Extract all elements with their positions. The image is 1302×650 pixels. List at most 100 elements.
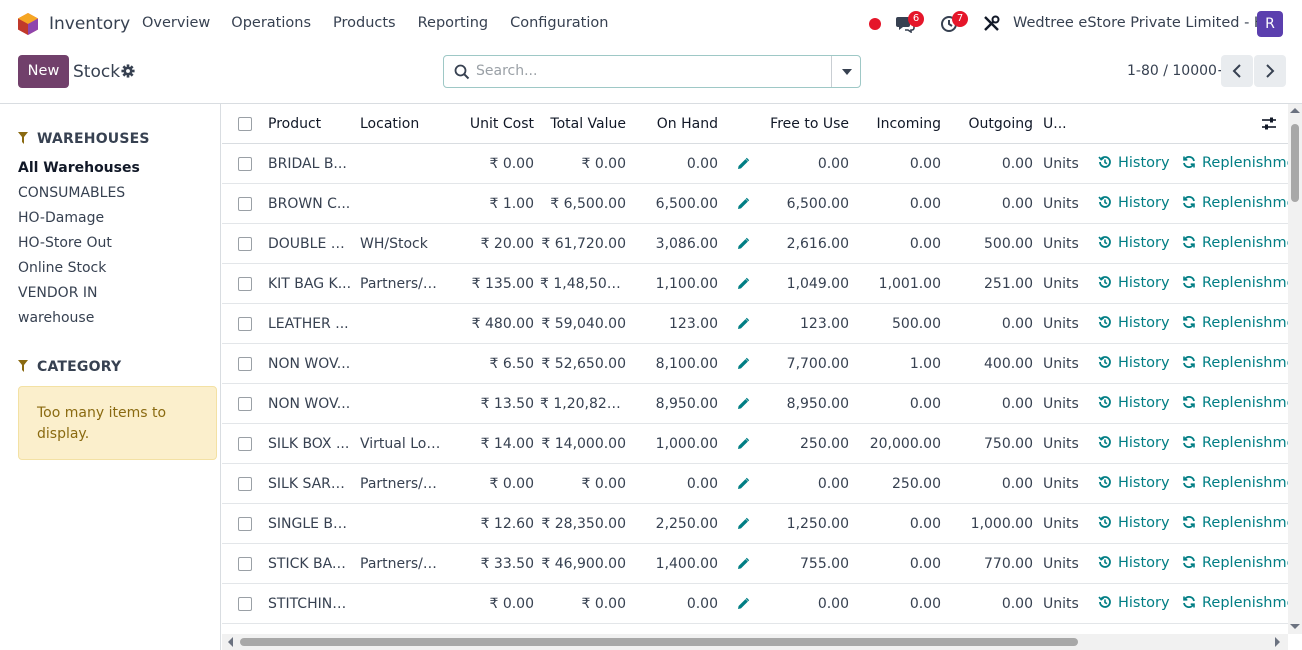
column-header-product[interactable]: Product (268, 116, 322, 132)
horizontal-scrollbar-thumb[interactable] (240, 638, 1078, 646)
inventory-logo-icon[interactable] (18, 13, 38, 35)
column-header-uom[interactable]: U... (1043, 116, 1067, 132)
table-row[interactable]: BROWN C... ₹ 1.00 ₹ 6,500.00 6,500.00 6,500.… (222, 184, 1288, 224)
table-row[interactable]: NON WOV... ₹ 13.50 ₹ 1,20,825.... 8,950.00 8… (222, 384, 1288, 424)
warehouse-item-ho-store-out[interactable]: HO-Store Out (18, 235, 112, 251)
scroll-left-arrow-icon[interactable] (228, 637, 233, 647)
table-row[interactable]: LEATHER ... ₹ 480.00 ₹ 59,040.00 123.00 123.… (222, 304, 1288, 344)
vertical-scrollbar[interactable] (1288, 104, 1302, 634)
pager-previous-button[interactable] (1221, 55, 1253, 87)
pager-next-button[interactable] (1254, 55, 1286, 87)
scroll-right-arrow-icon[interactable] (1275, 637, 1280, 647)
replenishment-button[interactable]: Replenishme (1182, 235, 1288, 251)
new-button[interactable]: New (18, 55, 69, 88)
history-button[interactable]: History (1098, 235, 1170, 251)
pencil-icon[interactable] (736, 277, 750, 291)
replenishment-button[interactable]: Replenishme (1182, 155, 1288, 171)
user-avatar[interactable]: R (1257, 11, 1283, 37)
row-checkbox[interactable] (238, 437, 252, 451)
row-checkbox[interactable] (238, 597, 252, 611)
history-button[interactable]: History (1098, 355, 1170, 371)
history-button[interactable]: History (1098, 155, 1170, 171)
replenishment-button[interactable]: Replenishme (1182, 395, 1288, 411)
warehouse-item-all[interactable]: All Warehouses (18, 160, 140, 176)
pencil-icon[interactable] (736, 597, 750, 611)
row-checkbox[interactable] (238, 397, 252, 411)
row-checkbox[interactable] (238, 237, 252, 251)
warehouse-item-consumables[interactable]: CONSUMABLES (18, 185, 126, 201)
replenishment-button[interactable]: Replenishme (1182, 315, 1288, 331)
search-input[interactable]: Search... (476, 63, 538, 79)
app-name[interactable]: Inventory (49, 14, 131, 34)
table-row[interactable]: STITCHING... ₹ 0.00 ₹ 0.00 0.00 0.00 0.00 0.00… (222, 584, 1288, 624)
history-button[interactable]: History (1098, 395, 1170, 411)
company-switcher[interactable]: Wedtree eStore Private Limited - HO (1013, 15, 1277, 31)
pencil-icon[interactable] (736, 437, 750, 451)
search-bar[interactable]: Search... (443, 55, 861, 88)
column-header-outgoing[interactable]: Outgoing (968, 116, 1033, 132)
pencil-icon[interactable] (736, 557, 750, 571)
table-row[interactable]: SINGLE BA... ₹ 12.60 ₹ 28,350.00 2,250.00 1,… (222, 504, 1288, 544)
history-button[interactable]: History (1098, 315, 1170, 331)
row-checkbox[interactable] (238, 477, 252, 491)
sliders-icon[interactable] (1262, 117, 1276, 131)
menu-reporting[interactable]: Reporting (417, 15, 489, 31)
menu-configuration[interactable]: Configuration (510, 15, 609, 31)
table-row[interactable]: STICK BAG... Partners/C... ₹ 33.50 ₹ 46,900… (222, 544, 1288, 584)
row-checkbox[interactable] (238, 517, 252, 531)
table-row[interactable]: SILK SARE... Partners/C... ₹ 0.00 ₹ 0.00 0.0… (222, 464, 1288, 504)
scroll-up-arrow-icon[interactable] (1290, 108, 1300, 113)
replenishment-button[interactable]: Replenishme (1182, 275, 1288, 291)
history-button[interactable]: History (1098, 195, 1170, 211)
pencil-icon[interactable] (736, 237, 750, 251)
search-options-toggle[interactable] (842, 69, 852, 75)
pencil-icon[interactable] (736, 157, 750, 171)
tools-icon[interactable] (983, 15, 1000, 32)
table-row[interactable]: BRIDAL B... ₹ 0.00 ₹ 0.00 0.00 0.00 0.00 0.00 U… (222, 144, 1288, 184)
column-header-incoming[interactable]: Incoming (876, 116, 941, 132)
history-button[interactable]: History (1098, 435, 1170, 451)
history-button[interactable]: History (1098, 555, 1170, 571)
replenishment-button[interactable]: Replenishme (1182, 435, 1288, 451)
replenishment-button[interactable]: Replenishme (1182, 555, 1288, 571)
replenishment-button[interactable]: Replenishme (1182, 475, 1288, 491)
column-header-location[interactable]: Location (360, 116, 420, 132)
history-button[interactable]: History (1098, 475, 1170, 491)
vertical-scrollbar-thumb[interactable] (1291, 124, 1299, 202)
warehouse-item-warehouse[interactable]: warehouse (18, 310, 95, 326)
pencil-icon[interactable] (736, 197, 750, 211)
pencil-icon[interactable] (736, 517, 750, 531)
table-row[interactable]: NON WOV... ₹ 6.50 ₹ 52,650.00 8,100.00 7,700… (222, 344, 1288, 384)
history-button[interactable]: History (1098, 275, 1170, 291)
warehouse-item-ho-damage[interactable]: HO-Damage (18, 210, 105, 226)
warehouse-item-online-stock[interactable]: Online Stock (18, 260, 107, 276)
column-header-total-value[interactable]: Total Value (550, 116, 626, 132)
pencil-icon[interactable] (736, 477, 750, 491)
replenishment-button[interactable]: Replenishme (1182, 195, 1288, 211)
scroll-down-arrow-icon[interactable] (1290, 624, 1300, 629)
pencil-icon[interactable] (736, 397, 750, 411)
menu-products[interactable]: Products (333, 15, 396, 31)
gear-icon[interactable] (121, 64, 135, 78)
menu-overview[interactable]: Overview (142, 15, 211, 31)
row-checkbox[interactable] (238, 157, 252, 171)
replenishment-button[interactable]: Replenishme (1182, 355, 1288, 371)
column-header-on-hand[interactable]: On Hand (656, 116, 718, 132)
table-row[interactable]: SILK BOX ... Virtual Loc... ₹ 14.00 ₹ 14,00… (222, 424, 1288, 464)
select-all-checkbox[interactable] (238, 117, 252, 131)
replenishment-button[interactable]: Replenishme (1182, 595, 1288, 611)
row-checkbox[interactable] (238, 357, 252, 371)
column-header-unit-cost[interactable]: Unit Cost (469, 116, 534, 132)
table-row[interactable]: KIT BAG K... Partners/C... ₹ 135.00 ₹ 1,48,… (222, 264, 1288, 304)
table-row[interactable]: DOUBLE B... WH/Stock ₹ 20.00 ₹ 61,720.00 3,0… (222, 224, 1288, 264)
history-button[interactable]: History (1098, 595, 1170, 611)
row-checkbox[interactable] (238, 317, 252, 331)
history-button[interactable]: History (1098, 515, 1170, 531)
row-checkbox[interactable] (238, 557, 252, 571)
pencil-icon[interactable] (736, 357, 750, 371)
warehouse-item-vendor-in[interactable]: VENDOR IN (18, 285, 98, 301)
pencil-icon[interactable] (736, 317, 750, 331)
replenishment-button[interactable]: Replenishme (1182, 515, 1288, 531)
pager-value[interactable]: 1-80 / 10000+ (1127, 63, 1229, 79)
row-checkbox[interactable] (238, 277, 252, 291)
